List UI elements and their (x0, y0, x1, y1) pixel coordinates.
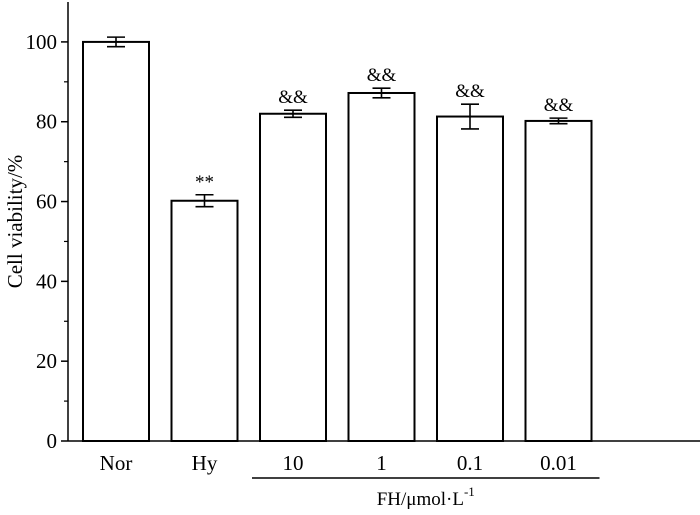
x-tick-label: 10 (283, 451, 304, 475)
y-tick-label: 20 (36, 349, 57, 373)
significance-label: && (544, 95, 574, 116)
x-tick-label: 1 (376, 451, 387, 475)
bar (347, 91, 416, 442)
x-tick-label: 0.1 (457, 451, 483, 475)
y-tick-label: 100 (26, 30, 58, 54)
x-tick-label: Nor (100, 451, 133, 475)
significance-label: && (455, 81, 485, 102)
bar (524, 119, 593, 443)
significance-label: ** (195, 172, 214, 193)
y-tick-label: 0 (47, 429, 58, 453)
labels: 0 20 40 60 80 100 Cell viability/% Nor ** Hy && 10 &… (3, 30, 577, 510)
bar (82, 40, 150, 443)
y-tick-label: 40 (36, 269, 57, 293)
bar (170, 199, 239, 442)
group-label-text: FH/μmol·L (377, 489, 464, 510)
x-tick-label: 0.01 (540, 451, 577, 475)
x-tick-label: Hy (192, 451, 218, 475)
y-tick-label: 80 (36, 110, 57, 134)
bars (82, 36, 593, 443)
bar (259, 112, 327, 442)
y-tick-label: 60 (36, 190, 57, 214)
y-axis-label: Cell viability/% (3, 155, 27, 289)
group-label-superscript: -1 (464, 484, 475, 499)
bar (436, 115, 504, 442)
significance-label: && (367, 65, 397, 86)
significance-label: && (278, 87, 308, 108)
group-label: FH/μmol·L-1 (377, 484, 475, 510)
